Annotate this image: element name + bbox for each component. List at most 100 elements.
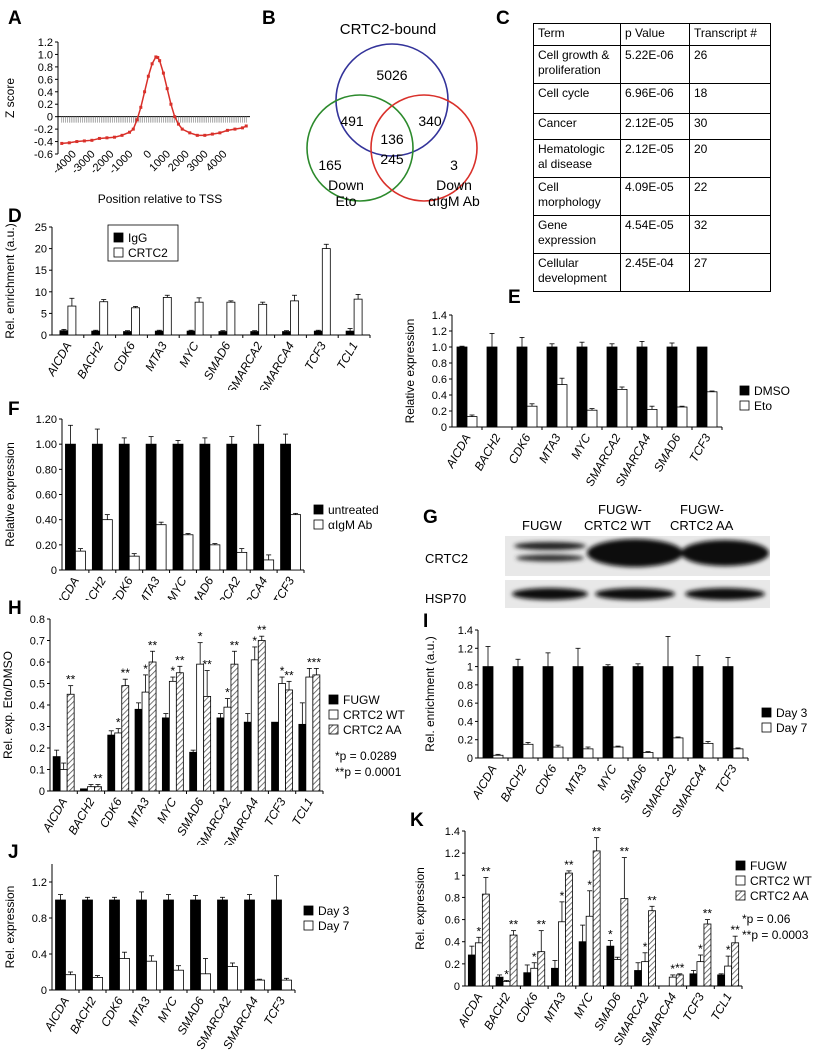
y-tick-label: 0.4 xyxy=(445,937,460,949)
y-tick-label: 20 xyxy=(35,244,47,256)
bar xyxy=(592,850,601,987)
bar xyxy=(67,305,77,336)
y-axis-label: Relative expression xyxy=(3,442,17,547)
category-label: TCF3 xyxy=(270,574,297,600)
bar xyxy=(552,746,564,759)
bar xyxy=(52,756,61,792)
bar xyxy=(186,330,196,336)
bar xyxy=(290,514,301,571)
y-tick-label: 0.6 xyxy=(30,657,45,669)
y-tick-label: 0.4 xyxy=(30,700,45,712)
bar xyxy=(114,732,123,792)
y-tick-label: 0.4 xyxy=(432,390,447,402)
legend-swatch xyxy=(113,247,124,258)
profile-point xyxy=(210,132,214,136)
significance-label: * xyxy=(532,950,537,964)
y-tick-label: 1.20 xyxy=(36,414,57,426)
significance-label: * xyxy=(726,943,731,957)
bar xyxy=(55,899,66,991)
y-tick-label: 0.2 xyxy=(445,959,460,971)
significance-label: * xyxy=(477,924,482,938)
category-label: TCF3 xyxy=(686,431,713,464)
significance-label: * xyxy=(280,664,285,678)
y-tick-label: 0 xyxy=(39,786,45,798)
table-cell: 22 xyxy=(689,177,771,216)
bar xyxy=(200,973,211,991)
category-label: AICDA xyxy=(469,763,500,803)
bar xyxy=(217,899,228,991)
bar xyxy=(162,297,172,336)
bar xyxy=(702,742,714,759)
category-label: TCF3 xyxy=(302,339,329,372)
category-label: MYC xyxy=(571,990,597,1020)
panel-label-k: K xyxy=(410,810,424,831)
bar xyxy=(216,717,225,792)
p-value-note: *p = 0.0289 xyxy=(335,749,397,763)
bar xyxy=(182,534,194,571)
y-tick-label: 0 xyxy=(41,330,47,342)
significance-label: ** xyxy=(647,893,657,907)
legend-swatch xyxy=(761,707,772,718)
bar xyxy=(136,899,147,991)
significance-label: ** xyxy=(620,845,630,859)
y-tick-label: 0.40 xyxy=(36,515,57,527)
bar xyxy=(59,769,68,792)
profile-point xyxy=(139,105,143,109)
y-tick-label: -0.4 xyxy=(34,137,53,149)
y-tick-label: 0.6 xyxy=(458,698,473,710)
bar xyxy=(689,973,698,987)
category-label: TCL1 xyxy=(708,991,735,1023)
category-label: MTA3 xyxy=(124,795,152,829)
row-label-hsp70: HSP70 xyxy=(425,591,467,606)
significance-label: * xyxy=(670,962,675,976)
table-row: Cell growth & proliferation 5.22E-06 26 xyxy=(533,45,771,84)
legend-label: CRTC2 AA xyxy=(750,889,808,903)
table-cell: 20 xyxy=(689,139,771,178)
bar xyxy=(91,330,101,336)
y-tick-label: 0.2 xyxy=(458,735,473,747)
significance-label: ** xyxy=(284,668,294,682)
profile-point xyxy=(156,56,160,60)
bar xyxy=(474,942,483,987)
panel-label-f: F xyxy=(8,399,20,420)
y-tick-label: 1.4 xyxy=(458,625,473,637)
legend-swatch xyxy=(303,905,314,916)
lane-label-aa-2: CRTC2 AA xyxy=(670,518,734,533)
y-tick-label: 1.00 xyxy=(36,439,57,451)
y-tick-label: 0.6 xyxy=(38,74,53,86)
profile-point xyxy=(143,90,147,94)
bar xyxy=(203,696,212,792)
table-header-term: Term xyxy=(533,23,621,46)
significance-label: ** xyxy=(202,658,212,672)
table-cell: Cell growth & proliferation xyxy=(533,45,621,84)
bar xyxy=(731,942,740,987)
table-cell: 4.09E-05 xyxy=(620,177,690,216)
bar xyxy=(141,691,150,792)
profile-line xyxy=(61,56,247,145)
profile-point xyxy=(67,141,71,145)
bar xyxy=(161,717,170,792)
category-label: BACH2 xyxy=(77,574,109,600)
table-row: Cell cycle 6.96E-06 18 xyxy=(533,83,771,114)
profile-point xyxy=(154,55,158,59)
panel-label-i: I xyxy=(423,611,429,632)
bar xyxy=(298,723,307,792)
table-cell: Hematologic al disease xyxy=(533,139,621,178)
legend-swatch xyxy=(313,519,324,530)
profile-point xyxy=(120,133,124,137)
significance-label: ** xyxy=(481,865,491,879)
panel-d-chart: 0 5 10 15 20 25 Rel. enrichment (a.u.) AICDA BAC… xyxy=(3,222,371,390)
panel-label-g: G xyxy=(423,507,438,528)
y-tick-label: 1 xyxy=(467,662,473,674)
row-label-crtc2: CRTC2 xyxy=(425,551,469,566)
bar xyxy=(118,443,130,571)
bar xyxy=(209,544,221,571)
legend-swatch xyxy=(313,504,324,515)
bar xyxy=(696,961,705,987)
table-cell: 30 xyxy=(689,113,771,140)
bar xyxy=(278,683,286,792)
legend-label: DMSO xyxy=(754,384,790,398)
profile-point xyxy=(90,138,94,142)
legend-label: Day 3 xyxy=(776,706,808,720)
legend-box xyxy=(308,497,408,533)
